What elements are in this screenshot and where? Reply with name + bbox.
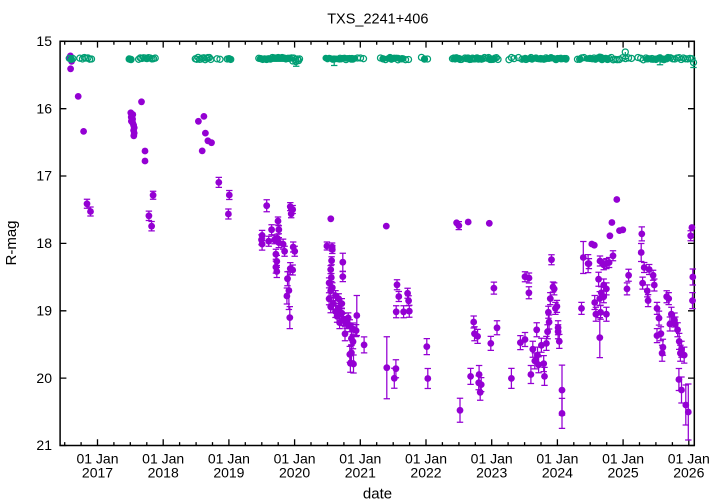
svg-text:15: 15 <box>36 33 52 49</box>
svg-text:2026: 2026 <box>673 465 704 481</box>
svg-text:2021: 2021 <box>345 465 376 481</box>
svg-text:01 Jan: 01 Jan <box>668 451 710 467</box>
svg-text:01 Jan: 01 Jan <box>208 451 250 467</box>
svg-text:01 Jan: 01 Jan <box>471 451 513 467</box>
svg-text:21: 21 <box>36 437 52 453</box>
svg-text:2024: 2024 <box>542 465 573 481</box>
svg-text:2017: 2017 <box>82 465 113 481</box>
svg-text:date: date <box>363 486 392 503</box>
svg-text:2025: 2025 <box>608 465 639 481</box>
svg-text:2022: 2022 <box>410 465 441 481</box>
svg-text:01 Jan: 01 Jan <box>339 451 381 467</box>
svg-text:16: 16 <box>36 100 52 116</box>
svg-text:TXS_2241+406: TXS_2241+406 <box>327 12 428 28</box>
svg-text:18: 18 <box>36 235 52 251</box>
svg-text:R-mag: R-mag <box>3 220 20 265</box>
svg-text:01 Jan: 01 Jan <box>602 451 644 467</box>
svg-text:01 Jan: 01 Jan <box>142 451 184 467</box>
svg-text:2020: 2020 <box>279 465 310 481</box>
svg-text:01 Jan: 01 Jan <box>274 451 316 467</box>
svg-text:01 Jan: 01 Jan <box>405 451 447 467</box>
svg-text:2018: 2018 <box>148 465 179 481</box>
svg-text:19: 19 <box>36 303 52 319</box>
svg-text:01 Jan: 01 Jan <box>76 451 118 467</box>
svg-text:01 Jan: 01 Jan <box>536 451 578 467</box>
svg-text:17: 17 <box>36 168 52 184</box>
svg-text:20: 20 <box>36 370 52 386</box>
svg-text:2023: 2023 <box>476 465 507 481</box>
svg-text:2019: 2019 <box>213 465 244 481</box>
